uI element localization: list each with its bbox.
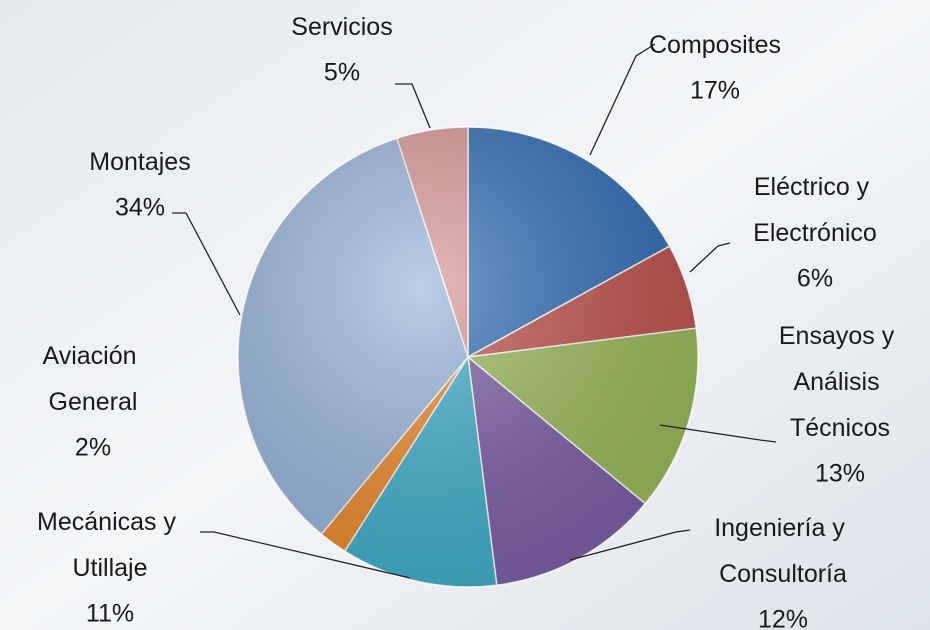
value-label: 34% <box>115 194 165 222</box>
leader-line <box>395 83 431 129</box>
leader-line <box>659 424 777 443</box>
category-label: Servicios <box>291 13 392 41</box>
leader-line <box>589 43 656 156</box>
category-label: Aviación General <box>43 342 144 416</box>
leader-lines <box>172 43 777 579</box>
category-label: Composites <box>649 31 781 59</box>
value-label: 11% <box>86 600 134 628</box>
category-label: Montajes <box>89 148 190 176</box>
value-label: 2% <box>75 434 111 462</box>
category-label: Eléctrico y Electrónico <box>753 173 877 247</box>
category-label: Ingeniería y Consultoría <box>714 514 852 588</box>
pie <box>237 126 699 588</box>
value-label: 13% <box>815 460 865 488</box>
leader-line <box>569 529 691 561</box>
value-label: 6% <box>797 265 833 293</box>
leader-line <box>172 212 241 316</box>
category-label: Ensayos y Análisis Técnicos <box>779 322 901 442</box>
leader-line <box>689 242 731 273</box>
leader-line <box>200 531 411 579</box>
value-label: 17% <box>690 77 740 105</box>
value-label: 12% <box>758 606 808 630</box>
category-label: Mecánicas y Utillaje <box>37 508 183 582</box>
value-label: 5% <box>324 59 360 87</box>
